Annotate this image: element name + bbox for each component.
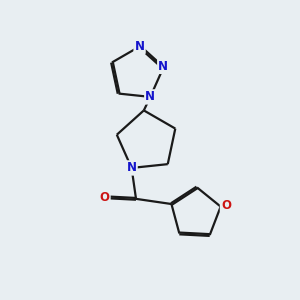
Text: N: N xyxy=(127,161,136,174)
Text: O: O xyxy=(221,199,231,212)
Text: N: N xyxy=(158,60,168,73)
Text: O: O xyxy=(100,191,110,204)
Text: N: N xyxy=(145,90,155,104)
Text: N: N xyxy=(135,40,145,53)
